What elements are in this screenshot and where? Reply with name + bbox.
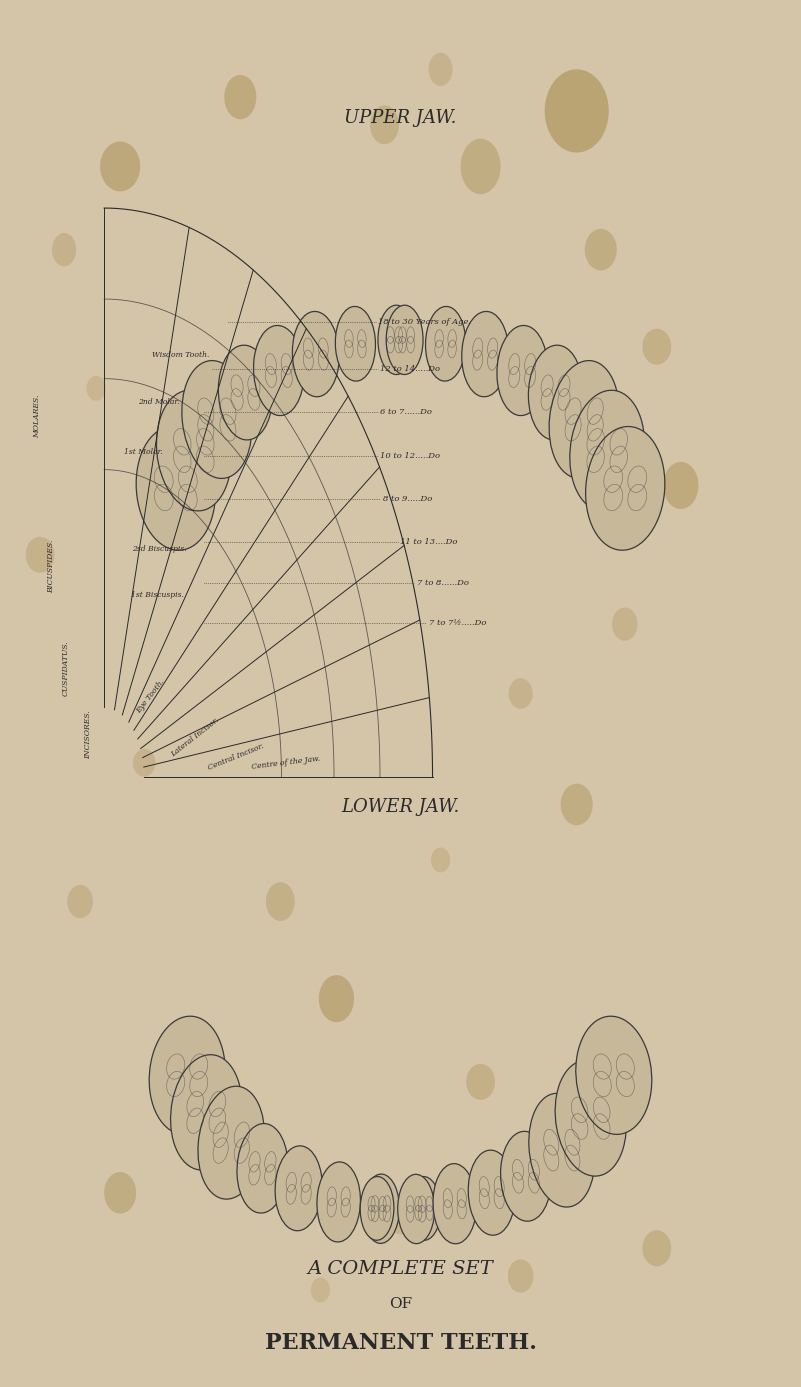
Ellipse shape [317,1162,360,1241]
Ellipse shape [378,305,415,374]
Text: Eye Tooth.: Eye Tooth. [135,678,166,714]
Ellipse shape [431,847,450,872]
Ellipse shape [461,312,509,397]
Text: 8 to 9.....Do: 8 to 9.....Do [383,495,432,503]
Ellipse shape [360,1176,394,1240]
Ellipse shape [642,1230,671,1266]
Ellipse shape [612,608,638,641]
Ellipse shape [224,75,256,119]
Text: 2sd Biscuspis.: 2sd Biscuspis. [132,545,187,553]
Ellipse shape [133,749,155,777]
Text: 6 to 7......Do: 6 to 7......Do [380,408,433,416]
Ellipse shape [266,882,295,921]
Ellipse shape [219,345,272,440]
Ellipse shape [336,307,376,381]
Text: 11 to 13....Do: 11 to 13....Do [400,538,458,546]
Ellipse shape [585,229,617,270]
Ellipse shape [570,390,645,510]
Text: Central Incisor.: Central Incisor. [207,742,265,773]
Ellipse shape [370,105,399,144]
Ellipse shape [545,69,609,153]
Ellipse shape [642,329,671,365]
Ellipse shape [576,1017,652,1135]
Text: 7 to 8......Do: 7 to 8......Do [417,578,469,587]
Ellipse shape [87,376,106,401]
Ellipse shape [407,1176,441,1240]
Ellipse shape [275,1146,322,1230]
Text: 12 to 14.....Do: 12 to 14.....Do [380,365,441,373]
Ellipse shape [469,1150,515,1236]
Text: 7 to 7½.....Do: 7 to 7½.....Do [429,619,486,627]
Text: A COMPLETE SET: A COMPLETE SET [308,1261,493,1277]
Ellipse shape [529,1093,595,1207]
Text: Centre of the Jaw.: Centre of the Jaw. [252,755,321,771]
Ellipse shape [254,326,304,416]
Ellipse shape [319,975,354,1022]
Ellipse shape [389,1207,412,1234]
Ellipse shape [501,1132,551,1221]
Text: Wisdom Tooth.: Wisdom Tooth. [152,351,210,359]
Text: INCISORES.: INCISORES. [84,710,92,760]
Ellipse shape [100,141,140,191]
Text: 1st Biscuspis.: 1st Biscuspis. [131,591,183,599]
Ellipse shape [292,312,340,397]
Ellipse shape [156,390,231,510]
Text: 1st Molar.: 1st Molar. [124,448,163,456]
Ellipse shape [586,426,665,551]
Ellipse shape [136,426,215,551]
Ellipse shape [188,1094,212,1125]
Ellipse shape [104,1172,136,1214]
Ellipse shape [549,361,619,479]
Ellipse shape [555,1060,626,1176]
Ellipse shape [237,1123,288,1214]
Text: BICUSPIDES.: BICUSPIDES. [47,540,55,592]
Ellipse shape [509,678,533,709]
Ellipse shape [52,233,76,266]
Text: 10 to 12.....Do: 10 to 12.....Do [380,452,441,460]
Ellipse shape [497,326,547,416]
Text: 18 to 30 Years of Age.: 18 to 30 Years of Age. [378,318,471,326]
Ellipse shape [425,307,465,381]
Text: 2nd Molar.: 2nd Molar. [138,398,179,406]
Ellipse shape [171,1054,242,1171]
Ellipse shape [508,1259,533,1293]
Text: CUSPIDATUS.: CUSPIDATUS. [62,641,70,696]
Ellipse shape [198,1086,264,1200]
Ellipse shape [663,462,698,509]
Ellipse shape [149,1017,225,1135]
Ellipse shape [561,784,593,825]
Text: Lateral Incisor.: Lateral Incisor. [170,717,221,759]
Ellipse shape [429,53,453,86]
Ellipse shape [386,305,423,374]
Ellipse shape [529,345,582,440]
Text: MOLARES.: MOLARES. [33,394,41,438]
Ellipse shape [433,1164,477,1244]
Ellipse shape [466,1064,495,1100]
Ellipse shape [67,885,93,918]
Text: LOWER JAW.: LOWER JAW. [341,799,460,816]
Text: PERMANENT TEETH.: PERMANENT TEETH. [264,1332,537,1354]
Ellipse shape [461,139,501,194]
Text: OF: OF [389,1297,412,1311]
Ellipse shape [182,361,252,479]
Ellipse shape [398,1175,435,1244]
Ellipse shape [311,1277,330,1302]
Ellipse shape [26,537,54,573]
Ellipse shape [363,1173,400,1243]
Ellipse shape [588,1121,614,1154]
Text: UPPER JAW.: UPPER JAW. [344,110,457,126]
